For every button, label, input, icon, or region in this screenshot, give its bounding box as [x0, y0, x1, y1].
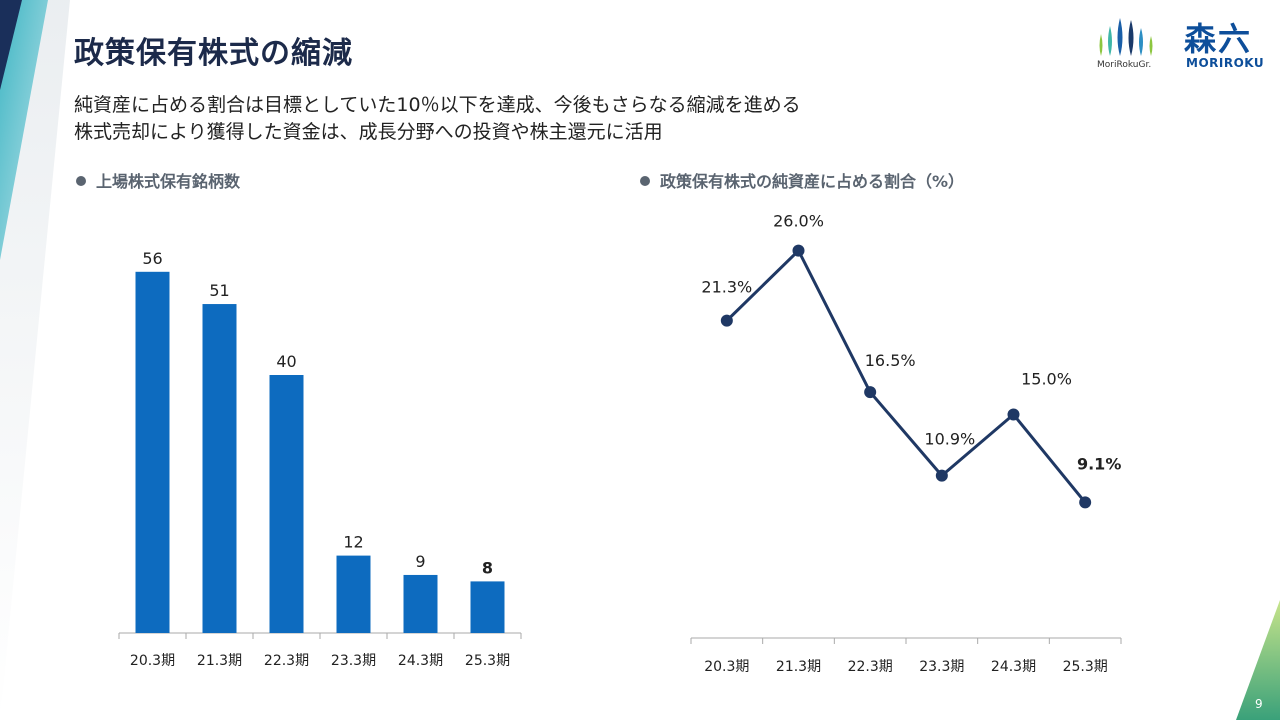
bar-chart-heading: 上場株式保有銘柄数 [76, 168, 240, 192]
brand-kanji-logo: 森六 [1184, 20, 1253, 58]
bar-category-label: 24.3期 [398, 653, 443, 669]
bar-category-label: 21.3期 [197, 653, 242, 669]
bar-value-label: 51 [209, 281, 229, 300]
line-category-label: 24.3期 [991, 659, 1036, 675]
subtitle-line-1: 純資産に占める割合は目標としていた10％以下を達成、今後もさらなる縮減を進める [74, 94, 801, 116]
bar-value-label: 40 [276, 352, 296, 371]
moriroku-group-logo-icon [1099, 18, 1153, 56]
line-point-23.3期 [935, 469, 948, 482]
line-value-label: 21.3% [701, 278, 752, 297]
line-point-22.3期 [864, 386, 877, 399]
line-category-label: 21.3期 [776, 659, 821, 675]
bar-value-label: 12 [343, 533, 363, 552]
line-point-25.3期 [1079, 496, 1092, 509]
line-category-label: 20.3期 [704, 659, 749, 675]
bar-value-label: 56 [142, 249, 162, 268]
line-category-label: 25.3期 [1063, 659, 1108, 675]
line-point-21.3期 [792, 244, 805, 257]
line-value-label: 9.1% [1077, 454, 1121, 473]
bar-category-label: 23.3期 [331, 653, 376, 669]
bar-value-label: 8 [482, 558, 493, 577]
line-value-label: 16.5% [865, 351, 916, 370]
bar-20.3期 [135, 271, 170, 633]
bullet-dot-icon [76, 176, 86, 186]
bar-21.3期 [202, 304, 237, 633]
line-chart-title: 政策保有株式の純資産に占める割合（%） [660, 172, 965, 191]
bar-category-label: 22.3期 [264, 653, 309, 669]
brand-english-logo: MORIROKU [1186, 56, 1265, 70]
group-logo-text: MoriRokuGr. [1097, 60, 1152, 70]
bar-chart-title: 上場株式保有銘柄数 [96, 172, 241, 191]
line-chart-heading: 政策保有株式の純資産に占める割合（%） [640, 168, 964, 192]
line-point-24.3期 [1007, 408, 1020, 421]
bar-23.3期 [336, 555, 371, 633]
bar-24.3期 [403, 574, 438, 633]
page-number: 9 [1255, 697, 1263, 711]
line-category-label: 22.3期 [848, 659, 893, 675]
bar-22.3期 [269, 375, 304, 633]
page-title: 政策保有株式の縮減 [74, 36, 353, 71]
bar-category-label: 20.3期 [130, 653, 175, 669]
bar-value-label: 9 [415, 552, 425, 571]
bar-25.3期 [470, 581, 505, 633]
line-value-label: 26.0% [773, 212, 824, 231]
bullet-dot-icon [640, 176, 650, 186]
line-point-20.3期 [720, 314, 733, 327]
line-category-label: 23.3期 [919, 659, 964, 675]
subtitle-line-2: 株式売却により獲得した資金は、成長分野への投資や株主還元に活用 [74, 121, 663, 143]
line-value-label: 15.0% [1021, 370, 1072, 389]
bar-category-label: 25.3期 [465, 653, 510, 669]
line-value-label: 10.9% [924, 430, 975, 449]
line-series-path [725, 249, 1087, 504]
